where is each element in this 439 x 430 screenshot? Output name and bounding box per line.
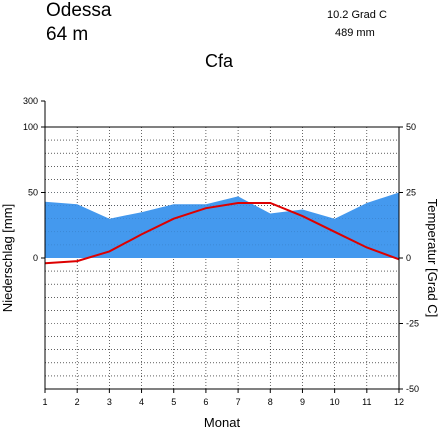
right-tick-label: 0: [406, 253, 411, 263]
x-tick-label: 6: [203, 397, 208, 407]
station-elevation: 64 m: [46, 24, 88, 45]
x-axis-ticks: 1 2 3 4 5 6 7 8 9 10 11 12: [42, 389, 404, 407]
x-tick-label: 7: [236, 397, 241, 407]
x-tick-label: 9: [300, 397, 305, 407]
x-tick-label: 5: [171, 397, 176, 407]
left-tick-label: 50: [28, 188, 38, 198]
precipitation-area: [45, 192, 399, 258]
climate-class: Cfa: [205, 51, 234, 71]
mean-temperature: 10.2 Grad C: [327, 9, 387, 21]
x-tick-label: 8: [268, 397, 273, 407]
x-tick-label: 11: [362, 397, 371, 407]
x-tick-label: 3: [107, 397, 112, 407]
x-tick-label: 2: [75, 397, 80, 407]
x-tick-label: 12: [394, 397, 404, 407]
temperature-line: [44, 202, 400, 265]
right-tick-label: -50: [406, 384, 419, 394]
left-tick-label: 100: [23, 122, 38, 132]
right-tick-label: 25: [406, 188, 416, 198]
x-tick-label: 10: [330, 397, 340, 407]
right-axis-label: Temperatur [Grad C]: [425, 199, 439, 318]
left-axis-label: Niederschlag [mm]: [0, 204, 15, 312]
x-tick-label: 4: [139, 397, 144, 407]
annual-precipitation: 489 mm: [335, 27, 375, 39]
left-tick-label: 0: [33, 253, 38, 263]
grid-dots-overlay: [45, 192, 399, 246]
left-tick-label: 300: [23, 96, 38, 106]
right-axis-ticks: 50 25 0 -25 -50: [399, 122, 419, 394]
x-axis-label: Monat: [204, 415, 241, 430]
right-tick-label: 50: [406, 122, 416, 132]
right-tick-label: -25: [406, 319, 419, 329]
x-tick-label: 1: [42, 397, 47, 407]
grid: [45, 127, 399, 389]
left-axis-ticks: 300 100 50 0: [23, 96, 46, 263]
station-name: Odessa: [46, 0, 112, 21]
